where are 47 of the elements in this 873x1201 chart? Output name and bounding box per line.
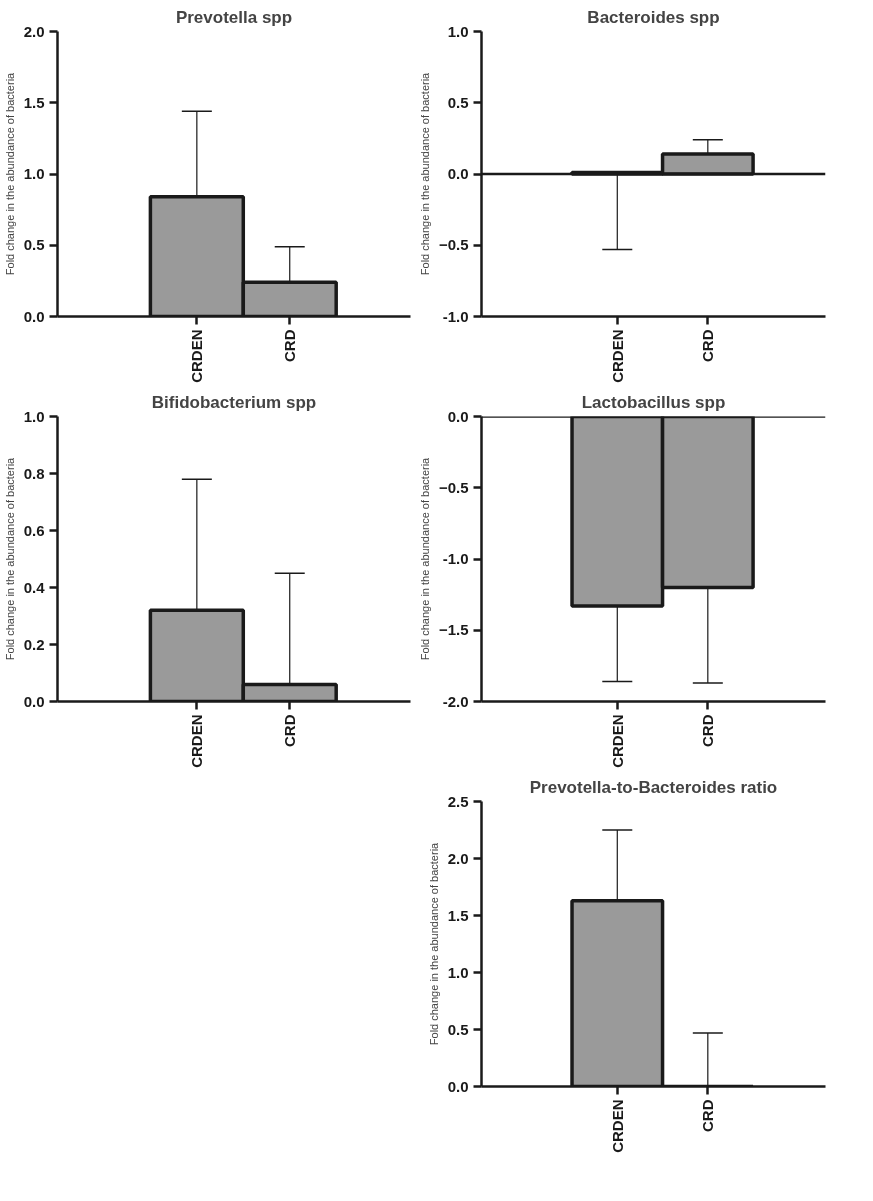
y-tick-label: -1.0 [442,550,469,567]
y-tick-label: 1.0 [447,963,469,981]
x-tick-label: CRDEN [188,714,206,768]
x-tick-label: CRD [699,714,717,747]
chart-title: Bacteroides spp [587,7,720,27]
y-tick-label: 0.0 [447,1077,469,1095]
y-tick-label: 0.6 [23,521,45,539]
y-tick-label: 2.5 [447,792,469,810]
x-tick-label: CRD [699,329,717,362]
y-axis-title: Fold change in the abundance of bacteria [3,456,16,661]
y-tick-label: 0.0 [23,307,45,325]
y-tick-label: 0.2 [23,635,45,653]
y-axis-title: Fold change in the abundance of bacteria [418,71,431,276]
chart-title: Prevotella-to-Bacteroides ratio [529,777,778,797]
y-tick-label: 1.0 [23,165,45,182]
y-axis-title: Fold change in the abundance of bacteria [3,71,16,276]
y-tick-label: 0.0 [447,407,469,425]
y-tick-label: 1.0 [23,407,45,425]
y-tick-label: −0.5 [438,478,469,496]
x-tick-label: CRDEN [608,329,626,383]
y-axis-title: Fold change in the abundance of bacteria [418,456,431,661]
y-tick-label: 0.5 [447,1020,469,1038]
x-tick-label: CRD [281,329,299,362]
chart-title: Lactobacillus spp [581,392,726,412]
x-tick-label: CRDEN [608,714,626,768]
y-tick-label: 2.0 [23,22,45,40]
y-tick-label: 2.0 [447,849,469,867]
y-tick-label: 0.0 [447,165,469,182]
chart-title: Bifidobacterium spp [151,392,317,412]
y-tick-label: 1.5 [447,906,469,924]
x-tick-label: CRD [699,1099,717,1132]
y-tick-label: -2.0 [442,692,469,710]
x-tick-label: CRDEN [188,329,206,383]
x-tick-label: CRD [281,714,299,747]
x-tick-label: CRDEN [608,1099,626,1153]
y-tick-label: -1.0 [442,307,469,325]
y-tick-label: −0.5 [438,236,469,254]
y-axis-title: Fold change in the abundance of bacteria [427,841,440,1046]
y-tick-label: 1.0 [447,22,469,40]
y-tick-label: 0.8 [23,464,45,482]
y-tick-label: 0.5 [447,93,469,111]
chart-title: Prevotella spp [175,7,293,27]
y-tick-label: 1.5 [23,93,45,111]
y-tick-label: −1.5 [438,621,469,639]
y-tick-label: 0.0 [23,692,45,710]
y-tick-label: 0.4 [23,578,46,596]
y-tick-label: 0.5 [23,236,45,254]
